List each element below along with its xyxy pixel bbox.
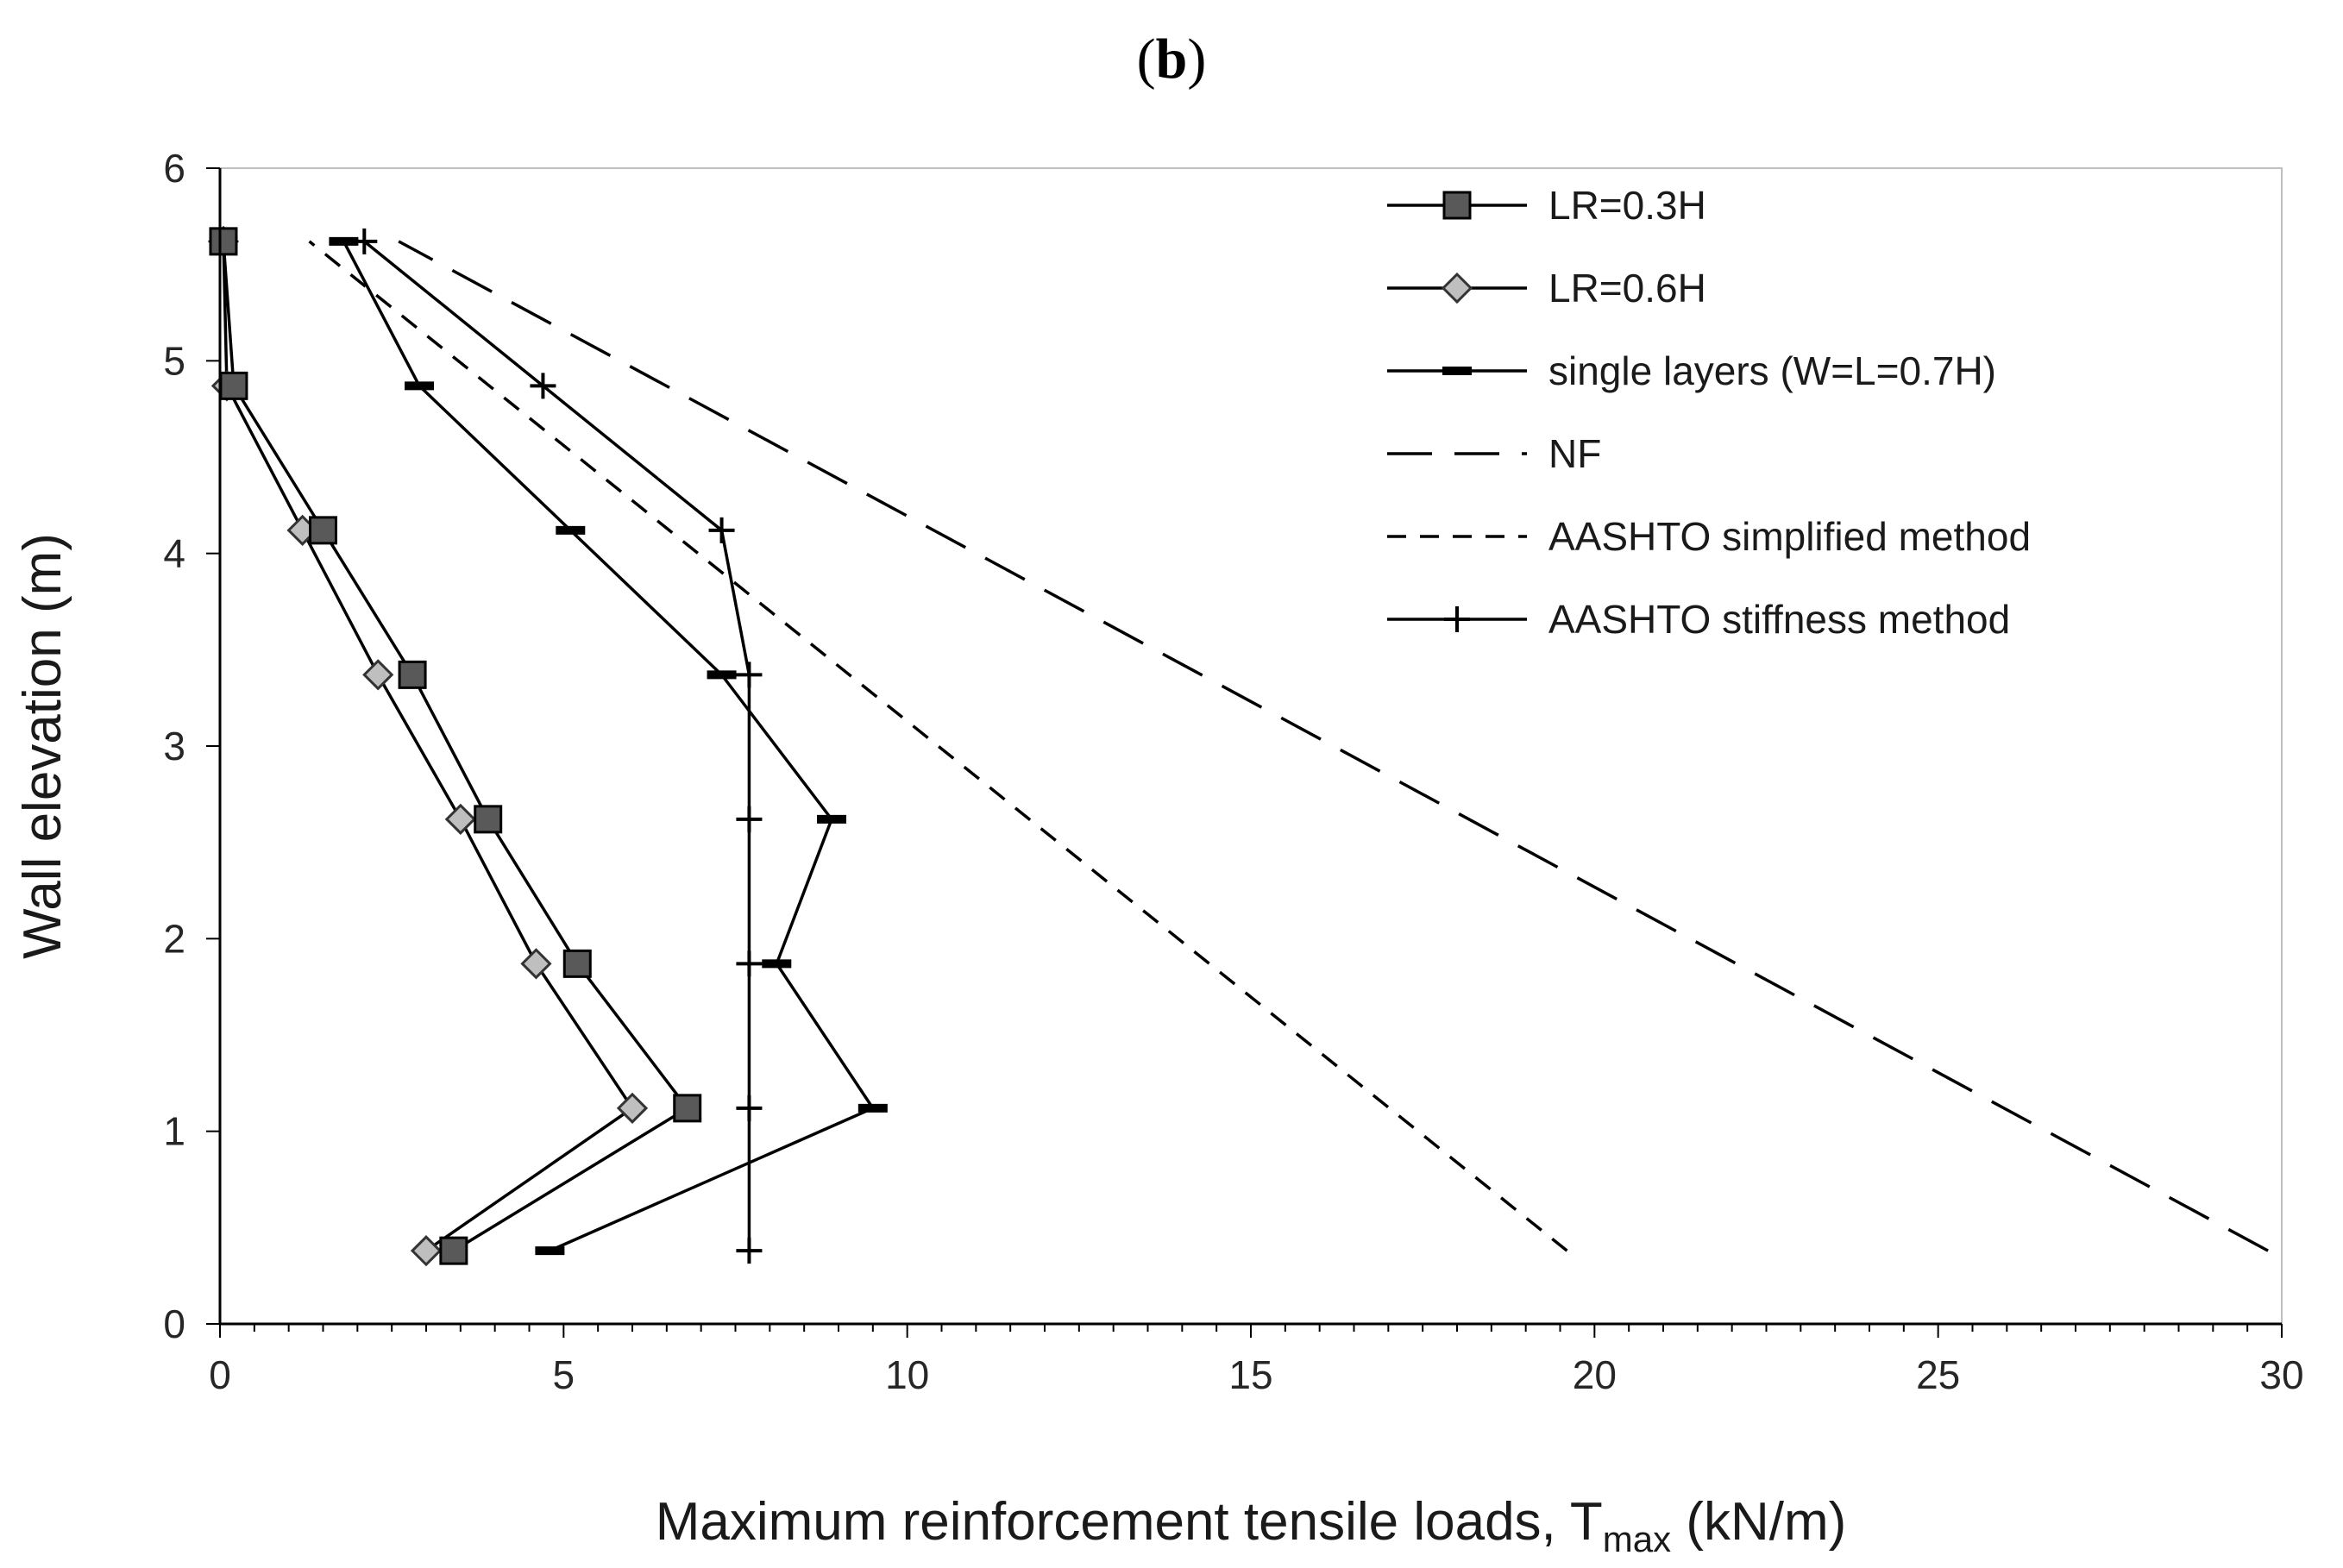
series-1-point: [439, 1236, 468, 1265]
legend-label-5: AASHTO simplified method: [1548, 514, 2031, 559]
series-6-point: [736, 1238, 763, 1264]
x-axis-label: Maximum reinforcement tensile loads, Tma…: [656, 1492, 1847, 1559]
chart-marks: [207, 225, 2269, 1267]
panel-label: (b): [1137, 28, 1207, 91]
x-tick-label: 25: [1916, 1352, 1960, 1397]
y-tick-label: 3: [163, 724, 185, 768]
series-2-point: [410, 1235, 443, 1267]
legend-marker-2: [1441, 272, 1473, 304]
x-tick-label: 0: [209, 1352, 231, 1397]
series-line-1: [222, 241, 690, 1252]
series-2-point: [362, 659, 394, 691]
series-6-point: [530, 373, 556, 399]
series-6-point: [351, 228, 378, 254]
series-1-point: [219, 371, 248, 400]
axes: 0 5 10 15 20 25 30 0 1 2 3 4 5 6: [163, 146, 2303, 1397]
legend-label-2: LR=0.6H: [1548, 266, 1706, 310]
series-3-point: [762, 959, 792, 969]
series-1-point: [673, 1094, 702, 1123]
legend-label-1: LR=0.3H: [1548, 183, 1706, 228]
series-line-4: [398, 240, 2269, 1252]
series-6-point: [736, 806, 763, 832]
series-1-point: [209, 227, 238, 256]
legend-marker-3: [1442, 367, 1472, 375]
y-tick-label: 2: [163, 916, 185, 961]
x-tick-label: 15: [1228, 1352, 1272, 1397]
legend-label-3: single layers (W=L=0.7H): [1548, 348, 1996, 393]
legend-label-6: AASHTO stiffness method: [1548, 597, 2010, 642]
series-1-point: [474, 805, 503, 834]
series-6-point: [736, 662, 763, 688]
y-axis-label: Wall elevation (m): [13, 533, 72, 959]
series-line-6: [363, 240, 751, 1251]
x-tick-label: 10: [885, 1352, 929, 1397]
series-3-point: [535, 1246, 565, 1256]
y-tick-label: 1: [163, 1109, 185, 1154]
series-1-point: [398, 660, 427, 689]
plot-area: [219, 167, 2283, 1325]
x-tick-label: 30: [2259, 1352, 2303, 1397]
series-3-point: [707, 670, 737, 680]
series-6-point: [736, 1094, 763, 1121]
panel-label-letter: b: [1156, 28, 1188, 91]
series-2-point: [444, 803, 476, 835]
series-2-point: [616, 1092, 649, 1124]
series-6-point: [736, 950, 763, 977]
series-1-point: [309, 516, 337, 545]
legend: LR=0.3H LR=0.6H single layers (W=L=0.7H) NF…: [1387, 183, 2031, 642]
legend-label-4: NF: [1548, 431, 1601, 476]
y-tick-label: 4: [163, 531, 185, 576]
series-3-point: [405, 381, 435, 391]
series-line-3: [342, 241, 876, 1252]
series-line-5: [308, 240, 1568, 1252]
x-tick-label: 5: [553, 1352, 575, 1397]
y-tick-label: 0: [163, 1301, 185, 1346]
legend-marker-1: [1442, 191, 1472, 220]
series-3-point: [857, 1103, 888, 1113]
series-6-point: [708, 517, 735, 543]
x-tick-label: 20: [1573, 1352, 1617, 1397]
series-3-point: [556, 525, 586, 535]
series-3-point: [817, 814, 847, 824]
series-1-point: [562, 949, 592, 978]
series-2-point: [520, 948, 552, 980]
y-tick-label: 5: [163, 338, 185, 383]
legend-marker-6: [1444, 606, 1470, 632]
series-line-2: [222, 241, 635, 1252]
y-tick-label: 6: [163, 146, 185, 191]
series-3-point: [329, 236, 359, 246]
